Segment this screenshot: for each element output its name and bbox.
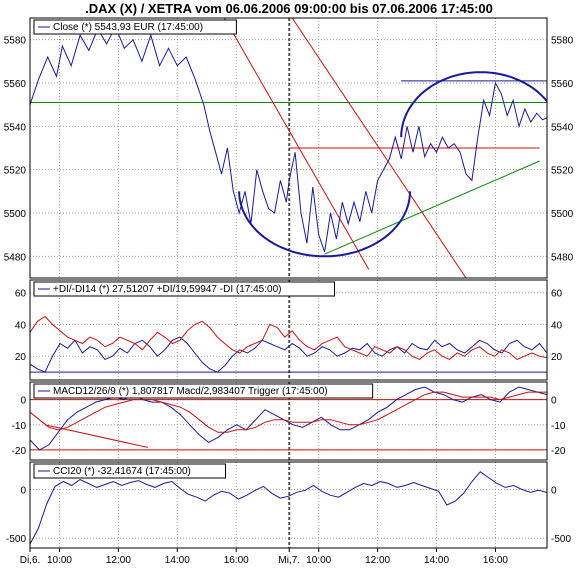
trend-line-green <box>324 160 540 255</box>
panel-macd: -20 -20 -10 -10 0 0 MACD12/26/9 (*) 1,807817 M… <box>12 381 566 461</box>
y-tick-label-right: -20 <box>551 446 566 457</box>
x-tick-label: 10:00 <box>306 555 331 566</box>
series-line-Trigger <box>30 391 547 433</box>
legend-label: Close (*) 5543,93 EUR (17:45:00) <box>53 22 203 33</box>
series-line-close <box>30 25 547 253</box>
series-line--DI <box>30 315 547 360</box>
y-tick-label-left: -20 <box>12 446 27 457</box>
y-tick-label-left: 0 <box>20 485 26 496</box>
y-tick-label-right: 0 <box>551 485 557 496</box>
trend-line-red <box>44 424 148 448</box>
x-axis: Di,6. 10:00 12:00 14:00 16:00 Mi,7. 10:00 12:00… <box>20 548 508 566</box>
trend-line-red <box>223 18 370 270</box>
legend: CCI20 (*) -32,41674 (17:45:00) <box>33 463 226 479</box>
legend: +DI/-DI14 (*) 27,51207 +DI/19,59947 -DI … <box>33 281 335 297</box>
legend-label: CCI20 (*) -32,41674 (17:45:00) <box>53 466 191 477</box>
y-tick-label-right: 0 <box>551 396 557 407</box>
panel-cci: -500 -500 0 0 CCI20 (*) -32,41674 (17:45:00) <box>6 461 571 549</box>
y-tick-label-left: 0 <box>20 396 26 407</box>
y-tick-label-right: 60 <box>551 289 563 300</box>
series-line-+DI <box>30 336 547 373</box>
legend-box <box>33 383 374 399</box>
panel-frame <box>29 279 548 381</box>
y-tick-label-left: 60 <box>15 289 27 300</box>
legend-box <box>33 281 335 297</box>
arc-annotation <box>400 71 547 138</box>
panel-price: 5480 5480 5500 5500 5520 5520 5540 5540 5560 5560… <box>4 17 574 279</box>
x-tick-label: 14:00 <box>165 555 190 566</box>
chart-title: .DAX (X) / XETRA vom 06.06.2006 09:00:00… <box>85 1 493 16</box>
legend-label: +DI/-DI14 (*) 27,51207 +DI/19,59947 -DI … <box>53 284 281 295</box>
y-tick-label-right: 5580 <box>551 36 574 47</box>
panel-frame <box>29 461 548 549</box>
x-tick-label: Mi,7. <box>278 555 300 566</box>
x-tick-label: Di,6. <box>20 555 41 566</box>
y-tick-label-left: 5540 <box>4 122 27 133</box>
arc-annotation <box>238 191 411 258</box>
y-tick-label-left: 40 <box>15 320 27 331</box>
legend-box <box>33 19 237 35</box>
x-tick-label: 12:00 <box>365 555 390 566</box>
panel-frame <box>29 381 548 461</box>
legend: Close (*) 5543,93 EUR (17:45:00) <box>33 19 237 35</box>
y-tick-label-right: 5500 <box>551 209 574 220</box>
y-tick-label-right: 5560 <box>551 79 574 90</box>
y-tick-label-left: 20 <box>15 352 27 363</box>
y-tick-label-right: 5540 <box>551 122 574 133</box>
y-tick-label-left: -500 <box>6 534 26 545</box>
x-tick-label: 14:00 <box>424 555 449 566</box>
y-tick-label-right: 40 <box>551 320 563 331</box>
y-tick-label-right: -10 <box>551 421 566 432</box>
trend-line-red <box>291 18 467 278</box>
plot-area-macd <box>30 386 547 451</box>
plot-area-price <box>30 18 547 278</box>
y-tick-label-left: 5480 <box>4 252 27 263</box>
x-tick-label: 10:00 <box>47 555 72 566</box>
legend-box <box>33 463 226 479</box>
x-tick-label: 16:00 <box>483 555 508 566</box>
y-tick-label-left: 5580 <box>4 36 27 47</box>
x-tick-label: 16:00 <box>224 555 249 566</box>
plot-area-dmi <box>30 315 547 373</box>
y-tick-label-right: -500 <box>551 534 571 545</box>
x-tick-label: 12:00 <box>106 555 131 566</box>
y-tick-label-left: 5500 <box>4 209 27 220</box>
plot-area-cci <box>30 471 547 545</box>
y-tick-label-left: 5560 <box>4 79 27 90</box>
series-line-CCI20 <box>30 471 547 545</box>
panel-dmi: 20 20 40 40 60 60 +DI/-DI14 (*) 27,51207 +DI/1… <box>15 279 563 381</box>
y-tick-label-right: 20 <box>551 352 563 363</box>
y-tick-label-right: 5520 <box>551 166 574 177</box>
panel-frame <box>29 17 548 279</box>
y-tick-label-right: 5480 <box>551 252 574 263</box>
y-tick-label-left: 5520 <box>4 166 27 177</box>
legend: MACD12/26/9 (*) 1,807817 Macd/2,983407 T… <box>33 383 374 399</box>
legend-label: MACD12/26/9 (*) 1,807817 Macd/2,983407 T… <box>53 386 328 397</box>
y-tick-label-left: -10 <box>12 421 27 432</box>
